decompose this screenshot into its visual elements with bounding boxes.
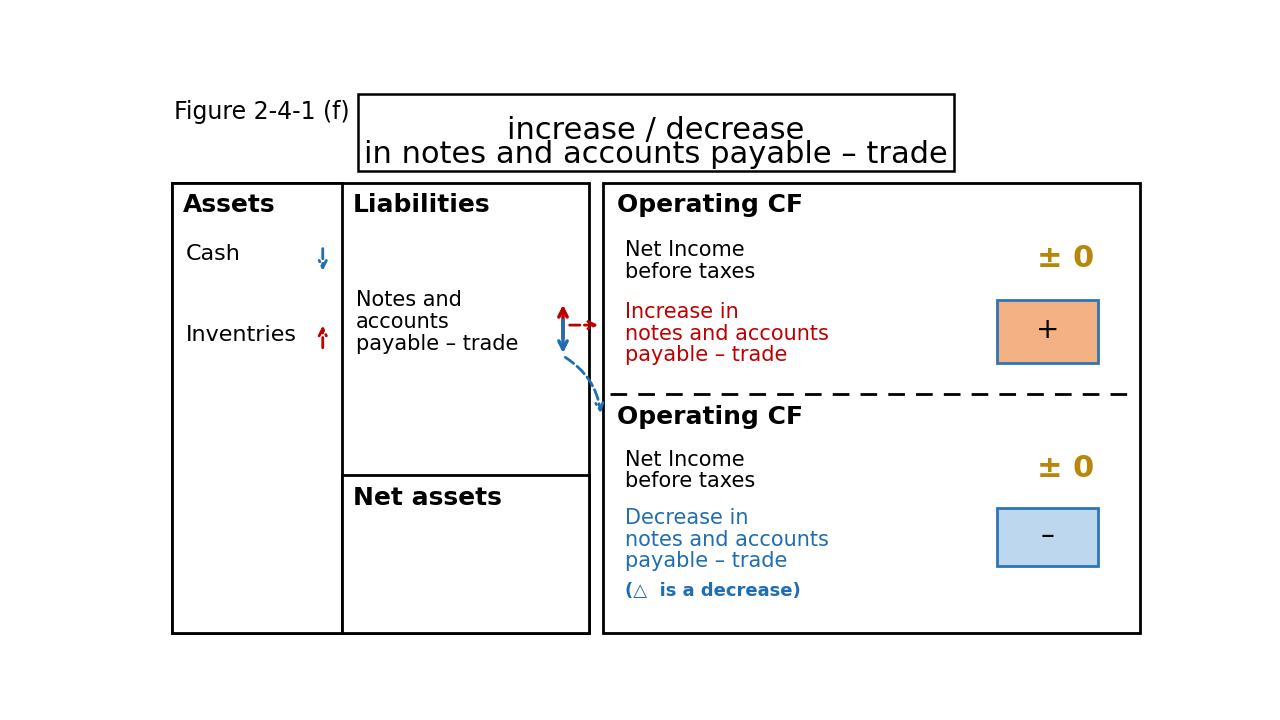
Text: ±: ± <box>1037 244 1062 274</box>
Text: Decrease in: Decrease in <box>625 508 749 528</box>
Text: Figure 2-4-1 (f): Figure 2-4-1 (f) <box>174 100 349 125</box>
Text: 0: 0 <box>1073 244 1093 274</box>
FancyArrowPatch shape <box>559 309 567 338</box>
Text: Assets: Assets <box>183 194 275 217</box>
Text: payable – trade: payable – trade <box>625 552 787 572</box>
Text: Net Income: Net Income <box>625 240 745 261</box>
Text: in notes and accounts payable – trade: in notes and accounts payable – trade <box>364 140 948 169</box>
Text: Operating CF: Operating CF <box>617 194 804 217</box>
Bar <box>172 183 342 633</box>
FancyArrowPatch shape <box>319 328 326 348</box>
Text: before taxes: before taxes <box>625 472 755 491</box>
Bar <box>357 94 955 171</box>
Text: ±: ± <box>1037 454 1062 482</box>
Text: 0: 0 <box>1073 454 1093 482</box>
FancyArrowPatch shape <box>566 357 603 410</box>
Text: notes and accounts: notes and accounts <box>625 530 829 550</box>
Text: Liabilities: Liabilities <box>353 194 490 217</box>
Text: before taxes: before taxes <box>625 262 755 282</box>
Text: notes and accounts: notes and accounts <box>625 323 829 343</box>
Text: Net Income: Net Income <box>625 450 745 470</box>
Bar <box>342 475 589 633</box>
FancyArrowPatch shape <box>319 248 326 268</box>
Text: Net assets: Net assets <box>353 486 502 510</box>
Text: Inventries: Inventries <box>186 325 297 345</box>
Bar <box>997 300 1098 363</box>
Text: Increase in: Increase in <box>625 302 739 322</box>
FancyArrowPatch shape <box>559 320 567 349</box>
Bar <box>172 183 589 633</box>
Text: payable – trade: payable – trade <box>356 333 518 354</box>
Text: –: – <box>1041 522 1055 549</box>
Text: Notes and: Notes and <box>356 290 462 310</box>
Text: accounts: accounts <box>356 312 449 332</box>
Text: increase / decrease: increase / decrease <box>507 116 805 145</box>
Bar <box>997 508 1098 566</box>
Text: Cash: Cash <box>186 244 241 264</box>
Text: +: + <box>1036 315 1059 343</box>
FancyArrowPatch shape <box>570 322 595 329</box>
Text: (△  is a decrease): (△ is a decrease) <box>625 582 801 600</box>
Text: payable – trade: payable – trade <box>625 345 787 365</box>
Bar <box>603 183 1140 633</box>
Text: Operating CF: Operating CF <box>617 405 804 429</box>
